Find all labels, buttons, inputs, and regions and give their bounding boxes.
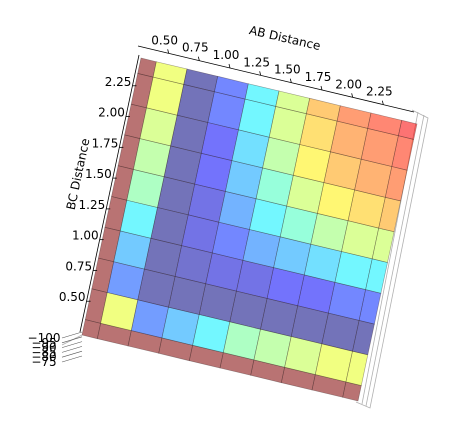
z-tick-label: −85 — [31, 345, 56, 359]
y-tick-label: 2.00 — [98, 106, 125, 120]
x-tick-label: 0.75 — [182, 41, 209, 55]
x-tick — [167, 49, 170, 54]
x-tick-label: 1.25 — [243, 55, 270, 69]
pane-edge — [355, 109, 429, 409]
x-tick-label: 2.25 — [366, 85, 393, 99]
z-tick — [61, 341, 83, 348]
y-tick-label: 1.50 — [85, 167, 112, 181]
x-tick — [351, 93, 354, 98]
x-tick — [320, 85, 323, 91]
surface-cell — [398, 119, 418, 140]
x-tick — [381, 100, 384, 105]
z-tick-label: −90 — [31, 341, 56, 355]
z-tick-label: −75 — [31, 355, 56, 369]
y-tick-label: 2.25 — [105, 75, 132, 89]
y-tick-label: 0.75 — [65, 259, 92, 273]
surface — [81, 57, 418, 402]
x-tick-label: 0.50 — [151, 33, 178, 47]
z-tick-label: −80 — [31, 350, 56, 364]
x-tick — [289, 78, 292, 83]
z-tick — [61, 346, 83, 353]
z-tick — [61, 336, 83, 344]
x-tick-label: 1.50 — [274, 63, 301, 77]
z-tick — [61, 350, 83, 358]
z-tick — [61, 355, 83, 363]
pane-edge — [365, 114, 425, 407]
x-tick — [197, 56, 200, 61]
x-tick-label: 1.00 — [213, 48, 240, 62]
x-tick — [259, 71, 262, 76]
x-tick — [228, 63, 231, 69]
x-axis-title: AB Distance — [248, 23, 322, 53]
y-tick-label: 0.50 — [59, 290, 86, 304]
y-axis-line — [79, 54, 140, 333]
z-tick — [61, 331, 83, 339]
z-tick-label: −100 — [28, 331, 61, 345]
x-tick-label: 2.00 — [335, 77, 362, 91]
x-tick-label: 1.75 — [305, 70, 332, 84]
x-axis-line — [137, 45, 415, 113]
z-tick-label: −95 — [31, 336, 56, 350]
y-tick-label: 1.25 — [79, 198, 106, 212]
y-tick-label: 1.75 — [92, 136, 119, 150]
y-tick-label: 1.00 — [72, 229, 99, 243]
